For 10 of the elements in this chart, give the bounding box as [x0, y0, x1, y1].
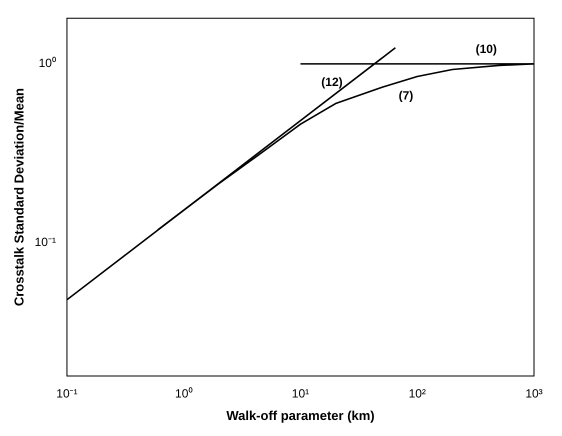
x-axis-title: Walk-off parameter (km)	[226, 408, 375, 423]
annotation: (10)	[476, 42, 497, 56]
annotation: (7)	[398, 88, 414, 103]
x-tick-label: 10⁰	[175, 386, 192, 401]
annotation: (12)	[321, 74, 343, 89]
y-axis-title: Crosstalk Standard Deviation/Mean	[11, 88, 26, 306]
x-tick-label: 10³	[525, 386, 543, 401]
x-tick-label: 10¹	[292, 386, 310, 401]
x-tick-label: 10⁻¹	[56, 386, 78, 401]
x-tick-label: 10²	[408, 386, 426, 401]
